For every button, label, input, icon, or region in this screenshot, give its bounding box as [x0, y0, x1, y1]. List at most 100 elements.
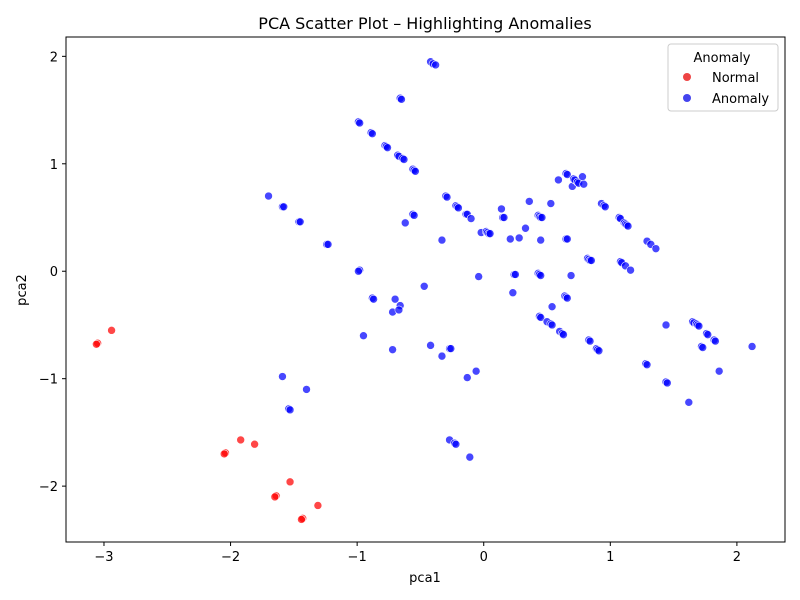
- data-point-anomaly: [661, 320, 671, 330]
- data-point-anomaly: [278, 372, 287, 381]
- data-point-anomaly: [546, 199, 556, 208]
- series-normal: [92, 326, 323, 524]
- data-point-anomaly: [626, 265, 635, 275]
- data-point-normal: [250, 439, 259, 449]
- data-point-anomaly: [714, 366, 724, 376]
- x-tick-label: −3: [94, 550, 113, 565]
- data-point-anomaly: [698, 343, 708, 352]
- legend-label-normal: Normal: [712, 71, 759, 86]
- data-point-anomaly: [524, 197, 534, 206]
- data-point-anomaly: [411, 167, 420, 176]
- y-tick-label: 2: [50, 50, 58, 65]
- data-point-anomaly: [562, 170, 572, 179]
- data-point-anomaly: [388, 345, 397, 354]
- data-point-anomaly: [295, 217, 305, 227]
- data-point-anomaly: [600, 202, 610, 212]
- data-point-normal: [219, 449, 229, 459]
- data-point-anomaly: [454, 203, 463, 213]
- legend-marker-anomaly: [683, 94, 691, 102]
- data-point-anomaly: [514, 233, 524, 243]
- data-point-anomaly: [536, 313, 545, 322]
- x-tick-label: 0: [480, 550, 488, 565]
- data-point-anomaly: [437, 351, 447, 361]
- data-point-anomaly: [466, 214, 476, 223]
- data-point-normal: [313, 501, 323, 510]
- data-point-anomaly: [390, 294, 400, 304]
- data-point-anomaly: [355, 118, 364, 128]
- data-point-anomaly: [554, 175, 563, 185]
- data-point-anomaly: [508, 288, 518, 298]
- data-point-anomaly: [354, 266, 363, 276]
- data-point-anomaly: [442, 192, 452, 202]
- x-tick-label: −1: [348, 550, 367, 565]
- data-point-anomaly: [368, 129, 377, 139]
- data-point-anomaly: [536, 235, 545, 245]
- data-point-anomaly: [465, 452, 475, 462]
- data-point-anomaly: [651, 244, 661, 253]
- data-point-anomaly: [397, 95, 406, 104]
- x-axis-label: pca1: [409, 571, 441, 586]
- data-point-anomaly: [547, 302, 557, 311]
- data-point-anomaly: [431, 60, 440, 70]
- points-layer: [92, 57, 757, 524]
- data-point-normal: [285, 477, 295, 487]
- data-point-anomaly: [594, 346, 604, 356]
- data-point-anomaly: [506, 234, 515, 244]
- series-anomaly: [264, 57, 757, 462]
- data-point-anomaly: [446, 344, 456, 353]
- data-point-anomaly: [578, 172, 587, 181]
- data-point-anomaly: [547, 320, 557, 330]
- x-tick-label: 2: [733, 550, 741, 565]
- data-point-anomaly: [711, 336, 720, 346]
- data-point-anomaly: [409, 211, 419, 220]
- data-point-anomaly: [383, 143, 392, 152]
- data-point-normal: [92, 339, 101, 349]
- data-point-anomaly: [747, 342, 757, 351]
- data-point-anomaly: [471, 366, 481, 376]
- data-point-anomaly: [559, 330, 568, 339]
- data-point-anomaly: [437, 235, 447, 245]
- data-point-anomaly: [511, 270, 520, 279]
- data-point-anomaly: [587, 256, 596, 265]
- data-point-anomaly: [566, 271, 576, 280]
- data-point-anomaly: [537, 213, 547, 222]
- data-point-anomaly: [279, 202, 289, 212]
- data-point-anomaly: [264, 191, 273, 201]
- data-point-anomaly: [642, 360, 652, 370]
- legend-box: [667, 43, 779, 112]
- x-tick-label: −2: [221, 550, 240, 565]
- plot-frame: [65, 36, 786, 543]
- legend-title: Anomaly: [693, 51, 750, 66]
- data-point-anomaly: [623, 221, 633, 231]
- data-point-anomaly: [521, 223, 530, 233]
- data-point-anomaly: [359, 331, 368, 341]
- data-point-anomaly: [426, 341, 435, 350]
- data-point-anomaly: [302, 385, 311, 394]
- data-point-anomaly: [394, 305, 404, 315]
- data-point-anomaly: [485, 229, 495, 238]
- data-point-anomaly: [369, 294, 378, 304]
- y-axis: −2 −1 0 1 2: [39, 50, 66, 495]
- data-point-normal: [270, 492, 280, 502]
- data-point-normal: [107, 326, 116, 335]
- data-point-normal: [297, 515, 306, 524]
- data-point-anomaly: [585, 336, 595, 346]
- y-tick-label: −1: [39, 373, 58, 388]
- data-point-anomaly: [462, 373, 472, 382]
- data-point-anomaly: [684, 398, 694, 407]
- legend: Anomaly Normal Anomaly: [667, 43, 779, 112]
- y-tick-label: −2: [39, 480, 58, 495]
- data-point-anomaly: [694, 321, 704, 331]
- x-tick-label: 1: [606, 550, 614, 565]
- data-point-anomaly: [536, 271, 545, 280]
- x-axis: −3 −2 −1 0 1 2: [94, 542, 741, 565]
- data-point-anomaly: [703, 330, 713, 339]
- data-point-anomaly: [419, 281, 429, 291]
- data-point-anomaly: [562, 293, 572, 303]
- data-point-anomaly: [399, 155, 409, 164]
- data-point-anomaly: [497, 204, 506, 214]
- data-point-anomaly: [562, 234, 572, 244]
- y-tick-label: 0: [50, 265, 58, 280]
- y-tick-label: 1: [50, 158, 58, 173]
